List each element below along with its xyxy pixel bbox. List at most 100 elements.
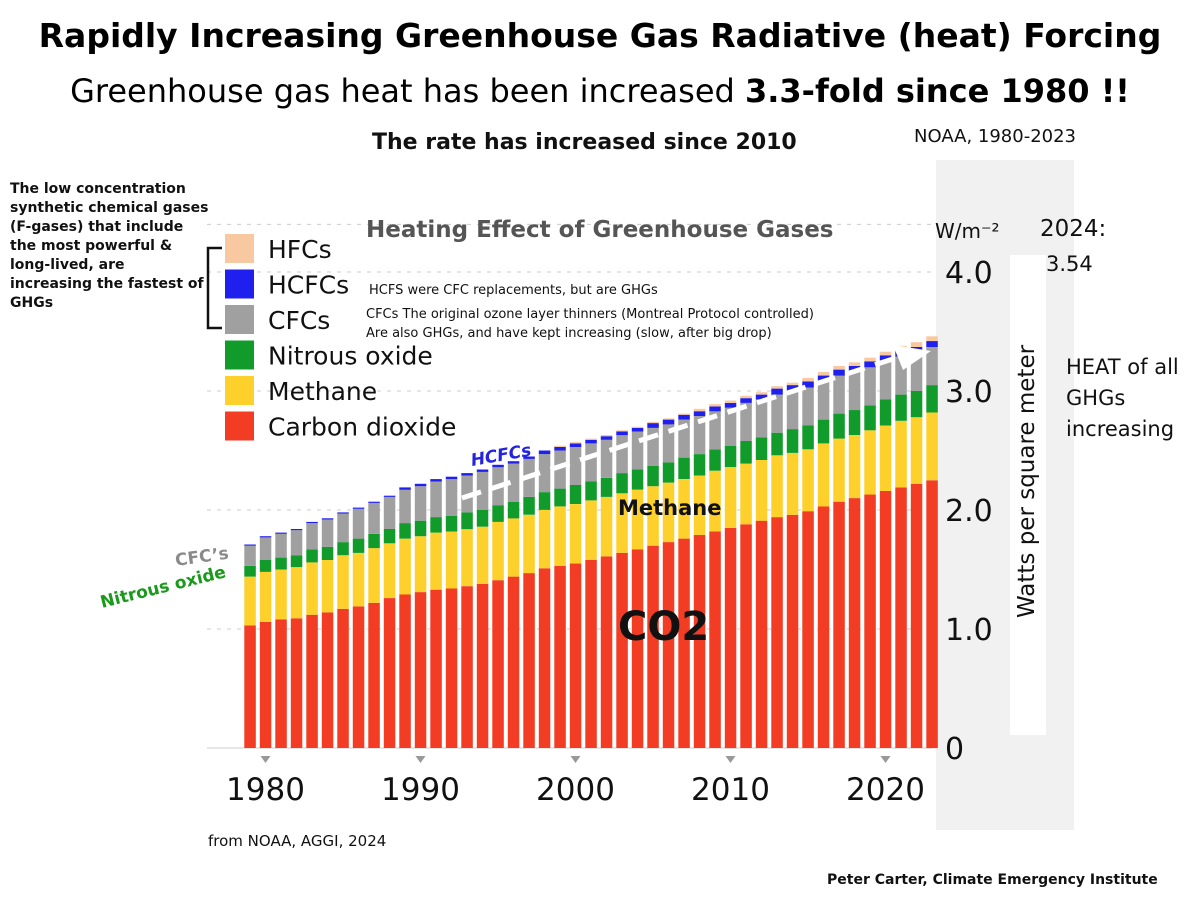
bar-hcfc-2012 <box>755 394 768 400</box>
subtitle-bold: 3.3-fold since 1980 !! <box>744 72 1130 110</box>
x-tick-label: 2000 <box>536 772 615 808</box>
cfc-note-2: Are also GHGs, and have kept increasing … <box>366 326 772 341</box>
legend-swatch-hcfc <box>225 269 254 299</box>
bar-methane-2007 <box>678 479 690 539</box>
bar-hcfc-1993 <box>461 473 473 476</box>
bar-co2-2020 <box>879 491 892 748</box>
bar-hcfc-2016 <box>817 375 830 382</box>
bar-nitrous-2016 <box>817 419 830 444</box>
bar-co2-1982 <box>290 618 303 748</box>
bar-hcfc-1995 <box>492 464 504 468</box>
bar-methane-1991 <box>430 532 442 590</box>
bar-co2-1983 <box>306 614 318 748</box>
bar-hcfc-1992 <box>445 476 458 480</box>
bar-cfc-1989 <box>399 489 411 524</box>
bar-cfc-2006 <box>662 424 675 463</box>
bar-nitrous-2013 <box>771 432 783 456</box>
bar-methane-1979 <box>244 576 256 626</box>
bar-cfc-1990 <box>414 486 427 521</box>
bar-co2-1980 <box>259 621 272 748</box>
bar-hcfc-1986 <box>352 507 365 509</box>
bar-hcfc-1983 <box>306 521 318 524</box>
bar-hfc-2002 <box>600 435 613 437</box>
bar-nitrous-2022 <box>910 391 923 418</box>
bar-methane-1996 <box>507 518 520 577</box>
legend-label-nitrous: Nitrous oxide <box>268 342 433 371</box>
bar-cfc-2001 <box>585 443 597 482</box>
bar-cfc-2010 <box>724 407 737 446</box>
bar-hcfc-1985 <box>337 512 349 514</box>
bar-cfc-2015 <box>802 387 814 426</box>
bar-nitrous-1989 <box>399 523 411 539</box>
bar-methane-1993 <box>461 529 473 587</box>
bar-co2-1991 <box>430 589 442 748</box>
bar-nitrous-2006 <box>662 462 675 483</box>
methane-annotation: Methane <box>618 496 722 520</box>
bar-cfc-1980 <box>259 537 272 560</box>
bar-methane-1994 <box>476 526 489 584</box>
bar-nitrous-1987 <box>368 533 380 549</box>
right-axis-panel <box>936 160 1074 830</box>
bar-hfc-2015 <box>802 377 814 382</box>
bar-hfc-2000 <box>569 442 582 444</box>
bar-hcfc-2011 <box>740 398 752 403</box>
bar-methane-1990 <box>414 536 427 593</box>
bar-methane-2005 <box>647 486 659 546</box>
bar-co2-2023 <box>926 480 938 749</box>
bar-hcfc-1997 <box>523 456 535 459</box>
bar-hcfc-2004 <box>631 427 644 432</box>
bar-nitrous-1999 <box>554 488 566 507</box>
bar-cfc-2021 <box>895 356 907 395</box>
year-2024-label: 2024: <box>1040 216 1107 242</box>
bar-nitrous-1991 <box>430 517 442 533</box>
bar-methane-1981 <box>275 569 287 620</box>
bar-methane-2018 <box>848 435 861 499</box>
bar-co2-1987 <box>368 602 380 748</box>
unit-label: W/m⁻² <box>935 219 1000 243</box>
bar-hcfc-2006 <box>662 419 675 425</box>
x-tick-marker <box>880 756 891 763</box>
bar-stacks <box>244 336 938 749</box>
bar-co2-2005 <box>647 545 659 748</box>
bar-nitrous-2004 <box>631 469 644 490</box>
bar-cfc-1983 <box>306 523 318 550</box>
x-tick-label: 2020 <box>846 772 925 808</box>
year-2024-value: 3.54 <box>1046 252 1093 276</box>
bar-co2-2016 <box>817 506 830 748</box>
bar-nitrous-1996 <box>507 501 520 519</box>
bar-co2-2014 <box>786 514 799 748</box>
bar-co2-2001 <box>585 560 597 748</box>
bar-methane-1992 <box>445 531 458 589</box>
bar-co2-2022 <box>910 483 923 748</box>
hcfc-note: HCFS were CFC replacements, but are GHGs <box>369 283 658 298</box>
bar-hcfc-2000 <box>569 443 582 447</box>
bar-methane-2000 <box>569 504 582 564</box>
bar-co2-2006 <box>662 542 675 748</box>
bar-methane-2009 <box>709 470 721 532</box>
bar-hfc-2008 <box>693 408 706 412</box>
bar-cfc-1988 <box>383 496 396 529</box>
y-tick-label: 2.0 <box>945 494 993 529</box>
bar-co2-1998 <box>538 568 551 748</box>
bar-methane-2011 <box>740 463 752 525</box>
bar-cfc-2002 <box>600 439 613 478</box>
bar-methane-2019 <box>864 430 876 495</box>
bar-cfc-1991 <box>430 481 442 518</box>
bar-hcfc-2010 <box>724 402 737 408</box>
chart-title: Heating Effect of Greenhouse Gases <box>366 217 834 243</box>
bar-co2-2017 <box>833 501 845 748</box>
bar-hcfc-1996 <box>507 461 520 464</box>
legend-swatch-cfc <box>225 305 254 334</box>
bar-nitrous-2001 <box>585 481 597 501</box>
bar-methane-2012 <box>755 460 768 521</box>
bar-hcfc-2015 <box>802 381 814 388</box>
cfc-note-1: CFCs The original ozone layer thinners (… <box>366 307 814 322</box>
bar-hfc-2023 <box>926 336 938 342</box>
bar-hcfc-2008 <box>693 411 706 416</box>
legend-label-co2: Carbon dioxide <box>268 413 456 442</box>
bar-nitrous-1998 <box>538 492 551 510</box>
bar-cfc-1985 <box>337 513 349 543</box>
bar-methane-1985 <box>337 555 349 609</box>
bar-co2-1996 <box>507 576 520 748</box>
page-subtitle: Greenhouse gas heat has been increased 3… <box>0 72 1200 110</box>
